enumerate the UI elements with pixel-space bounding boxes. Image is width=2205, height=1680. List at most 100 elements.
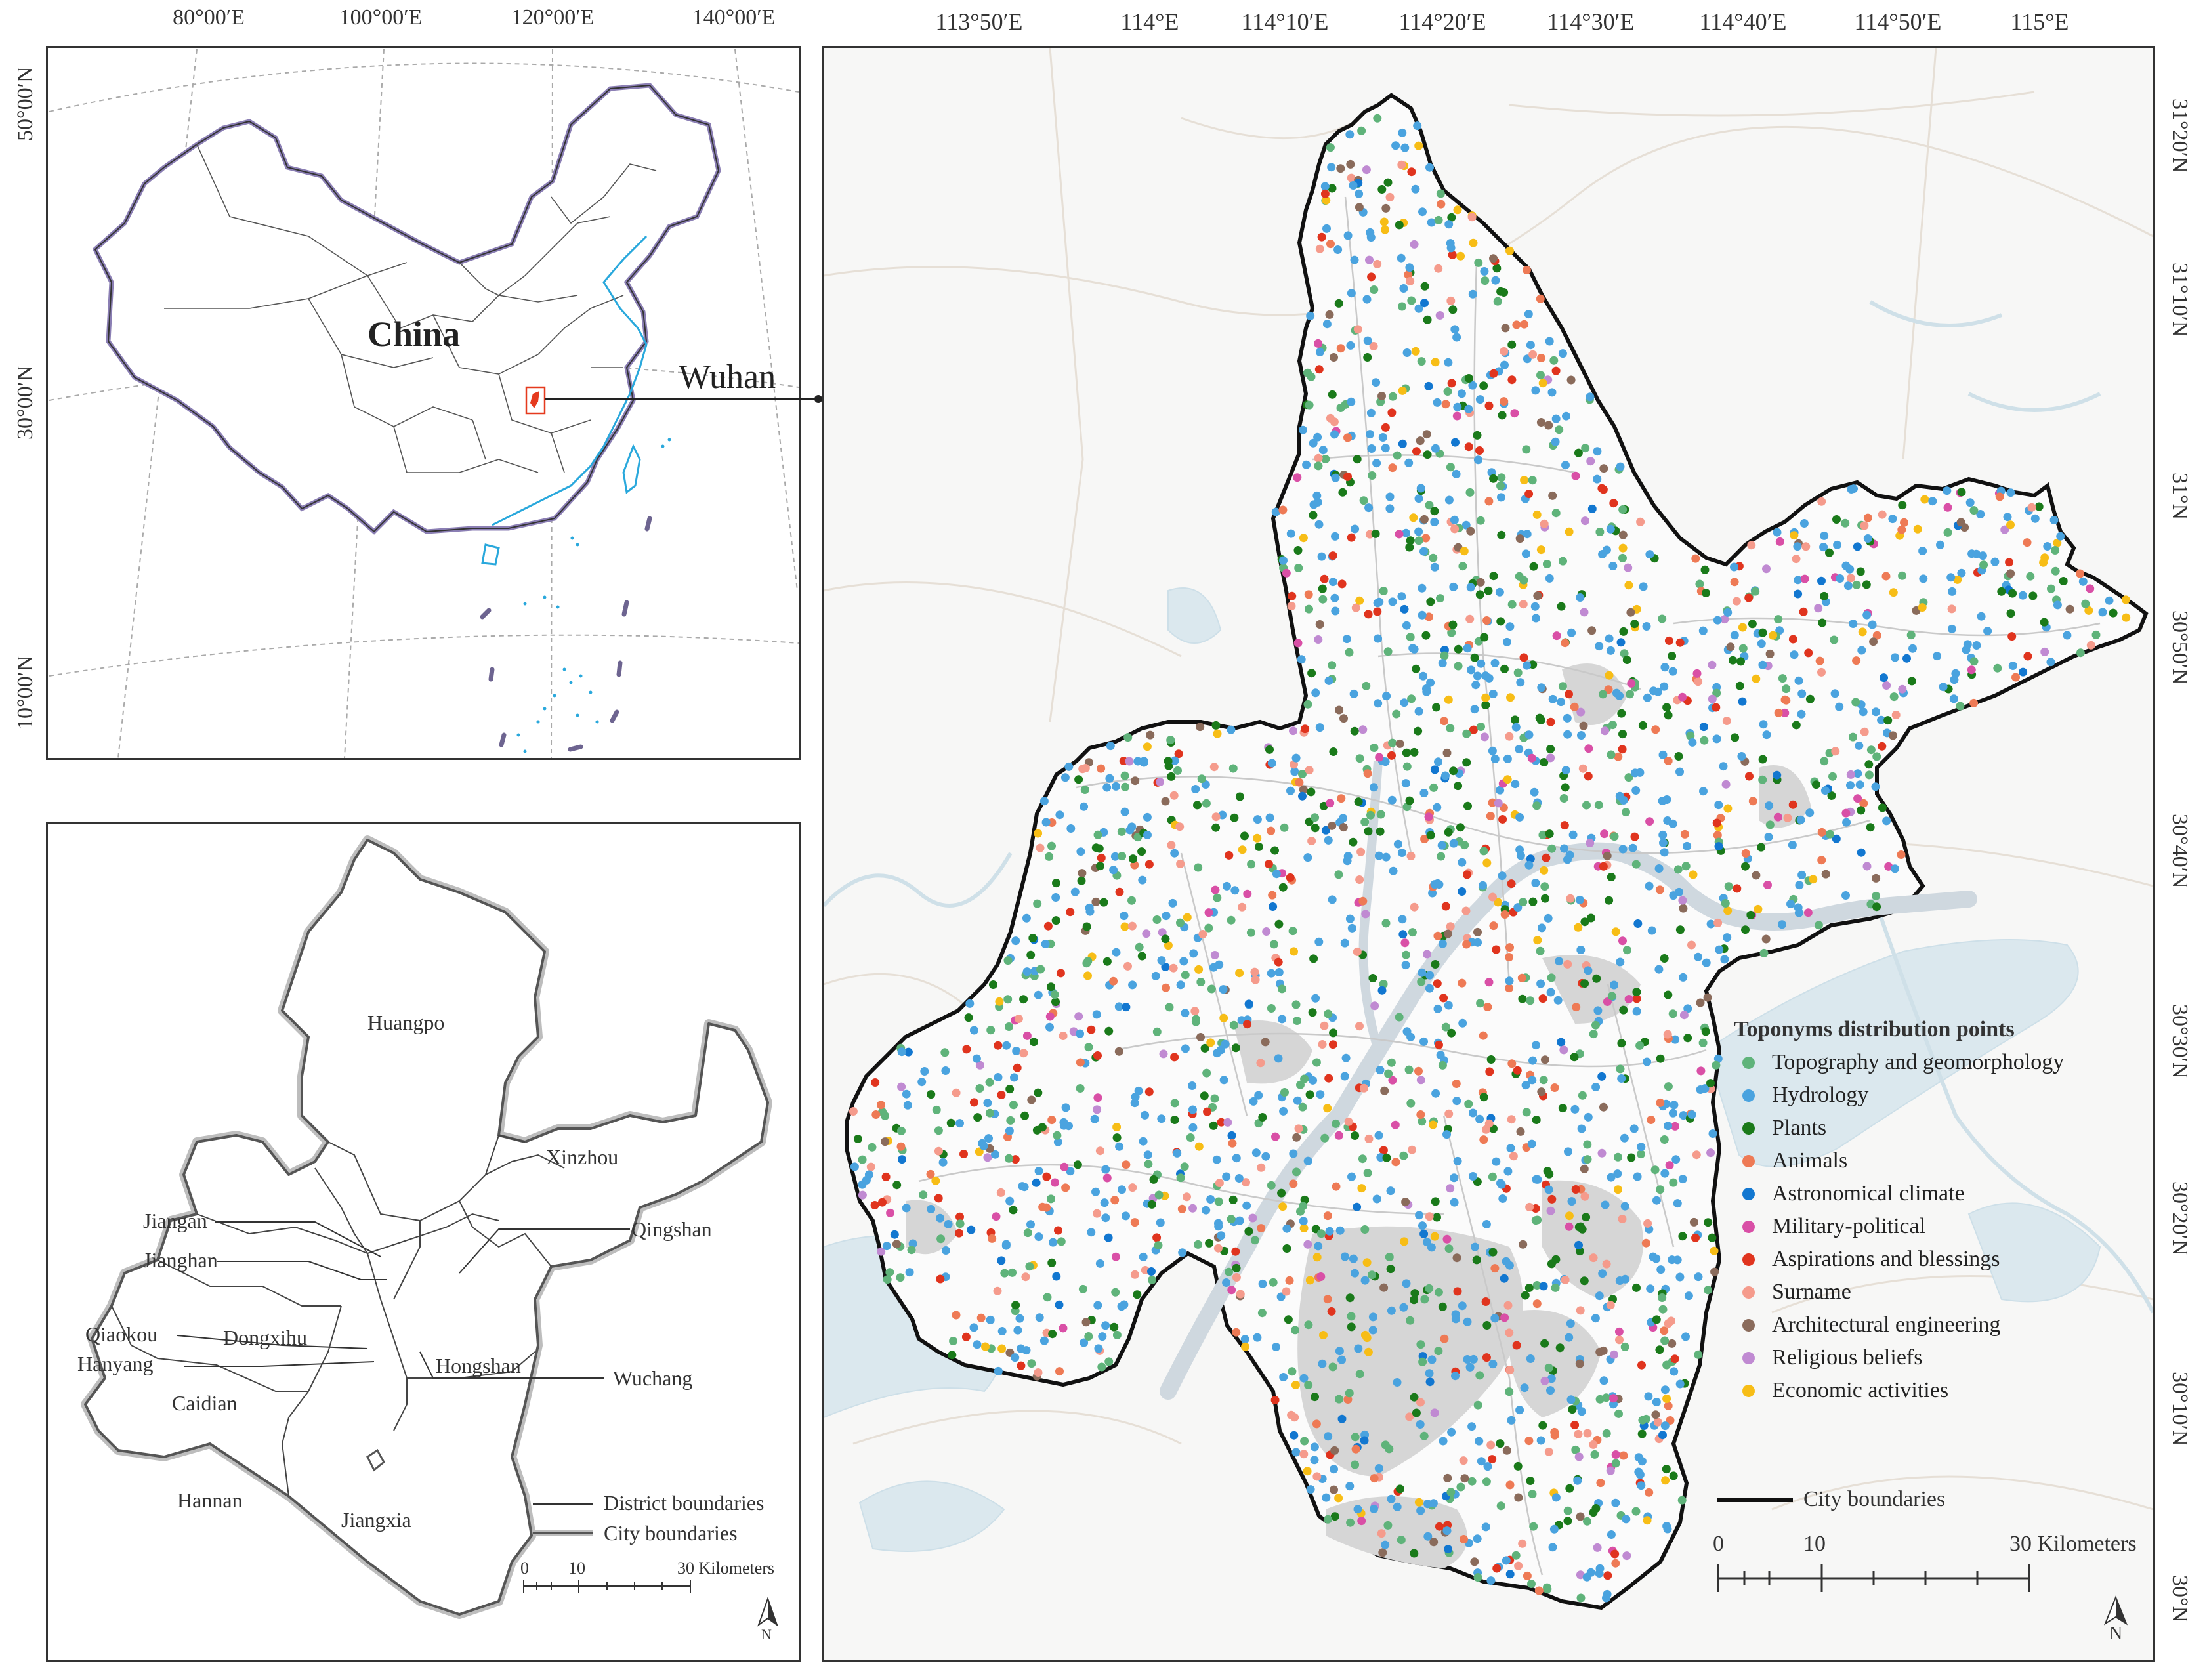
toponym-point <box>1414 494 1423 503</box>
toponym-point <box>1497 1180 1506 1189</box>
toponym-point <box>1047 982 1055 992</box>
toponym-point <box>1650 1166 1660 1175</box>
toponym-point <box>1572 1003 1581 1012</box>
toponym-point <box>1027 1359 1036 1368</box>
toponym-point <box>2023 538 2032 547</box>
toponym-point <box>1737 752 1746 761</box>
toponym-point <box>1167 841 1176 850</box>
toponym-point <box>1730 578 1739 587</box>
toponym-point <box>1480 276 1490 285</box>
toponym-point <box>1298 1102 1307 1112</box>
toponym-point <box>1485 1067 1494 1076</box>
toponym-point <box>1611 1498 1620 1507</box>
toponym-point <box>1836 574 1845 583</box>
toponym-point <box>1967 665 1976 675</box>
toponym-point <box>1101 1213 1110 1223</box>
toponym-point <box>1422 684 1431 693</box>
toponym-point <box>2098 608 2107 617</box>
legend-item: Surname <box>1742 1280 1851 1305</box>
toponym-point <box>1395 530 1404 539</box>
toponym-point <box>1515 1406 1524 1415</box>
toponym-point <box>1353 325 1362 334</box>
toponym-point <box>1372 378 1381 387</box>
toponym-point <box>1399 1151 1408 1160</box>
toponym-point <box>994 1041 1003 1050</box>
legend-label: Aspirations and blessings <box>1772 1247 2000 1271</box>
toponym-point <box>1211 812 1221 822</box>
toponym-point <box>1328 661 1337 670</box>
toponym-point <box>1280 1088 1289 1097</box>
toponym-point <box>1614 1152 1622 1162</box>
toponym-point <box>1979 560 1988 570</box>
toponym-point <box>1582 801 1591 810</box>
toponym-point <box>1423 315 1432 324</box>
toponym-point <box>1104 1026 1114 1036</box>
toponym-point <box>1097 853 1106 862</box>
main-lon-tick: 114°E <box>1120 9 1179 35</box>
toponym-point <box>1482 1353 1491 1362</box>
main-lat-tick: 30°40′N <box>2168 814 2192 889</box>
toponym-point <box>1280 823 1289 832</box>
toponym-point <box>1399 284 1408 293</box>
toponym-point <box>969 1098 978 1107</box>
toponym-point <box>1549 356 1559 365</box>
toponym-point <box>1615 1276 1624 1285</box>
toponym-point <box>1800 574 1809 583</box>
toponym-point <box>1605 671 1614 680</box>
toponym-point <box>1095 1259 1104 1268</box>
toponym-point <box>1376 827 1385 836</box>
toponym-point <box>1130 1270 1139 1279</box>
toponym-point <box>1374 634 1383 643</box>
toponym-point <box>1488 1248 1498 1257</box>
toponym-point <box>1139 757 1148 766</box>
toponym-point <box>1312 1058 1321 1067</box>
toponym-point <box>1330 593 1339 602</box>
toponym-point <box>1939 682 1948 692</box>
toponym-point <box>1299 425 1307 434</box>
toponym-point <box>905 1268 914 1277</box>
toponym-point <box>1658 750 1668 759</box>
toponym-point <box>1678 1232 1687 1241</box>
toponym-point <box>1797 689 1807 698</box>
toponym-point <box>1475 590 1484 599</box>
toponym-point <box>1683 841 1692 850</box>
toponym-point <box>1506 693 1515 702</box>
toponym-point <box>1231 1043 1240 1053</box>
toponym-point <box>1673 1255 1682 1265</box>
toponym-point <box>1303 853 1312 862</box>
toponym-point <box>1723 804 1732 813</box>
toponym-point <box>1946 573 1956 582</box>
toponym-point <box>1534 1586 1544 1595</box>
toponym-point <box>1438 659 1447 668</box>
toponym-point <box>1363 769 1372 778</box>
toponym-point <box>1228 764 1238 773</box>
toponym-point <box>1670 1101 1679 1110</box>
toponym-point <box>1299 1217 1308 1226</box>
toponym-point <box>1482 1321 1492 1330</box>
toponym-point <box>1545 1169 1554 1179</box>
toponym-point <box>1194 863 1203 872</box>
toponym-point <box>1042 1203 1051 1212</box>
toponym-point <box>1616 957 1625 967</box>
toponym-point <box>1349 837 1358 847</box>
toponym-point <box>1872 752 1881 761</box>
toponym-point <box>1398 915 1407 924</box>
toponym-point <box>1473 430 1482 440</box>
legend-item: Astronomical climate <box>1742 1181 1965 1206</box>
toponym-point <box>2018 591 2027 600</box>
toponym-point <box>1555 957 1564 966</box>
toponym-point <box>1345 1293 1354 1303</box>
main-scale-label-10: 10 <box>1803 1532 1826 1556</box>
toponym-point <box>1589 1440 1598 1449</box>
toponym-point <box>1274 957 1283 967</box>
toponym-point <box>1479 1135 1488 1144</box>
internal-roads <box>918 196 2101 1576</box>
toponym-point <box>858 1190 867 1200</box>
toponym-point <box>1603 998 1612 1006</box>
toponym-point <box>1202 799 1211 808</box>
toponym-point <box>1036 965 1045 974</box>
toponym-point <box>1328 1362 1337 1372</box>
toponym-point <box>1511 715 1520 724</box>
toponym-point <box>1898 571 1907 580</box>
toponym-point <box>1176 859 1185 868</box>
